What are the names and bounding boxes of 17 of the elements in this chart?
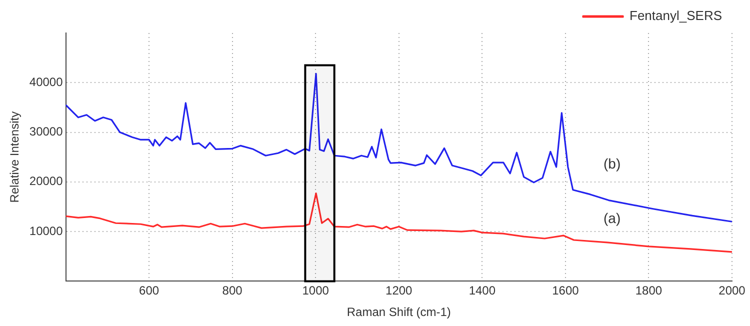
x-tick-label: 600 [139,284,160,298]
x-tick-label: 2000 [718,284,746,298]
y-axis-title: Relative Intensity [8,111,22,203]
annotation: (a) [604,210,621,226]
y-tick-label: 40000 [29,74,64,89]
x-tick-label: 1400 [468,284,496,298]
x-tick-label: 1600 [552,284,580,298]
y-tick-label: 10000 [29,224,64,238]
y-tick-label: 20000 [29,174,64,188]
x-tick-label: 1000 [302,284,330,298]
y-tick-label: 30000 [29,124,64,139]
x-axis-title: Raman Shift (cm-1) [346,305,451,320]
annotation: (b) [604,155,621,172]
x-tick-label: 1200 [386,284,413,298]
legend-label: Fentanyl_SERS [630,8,722,24]
x-tick-label: 800 [222,284,243,298]
x-tick-label: 1800 [635,284,662,298]
